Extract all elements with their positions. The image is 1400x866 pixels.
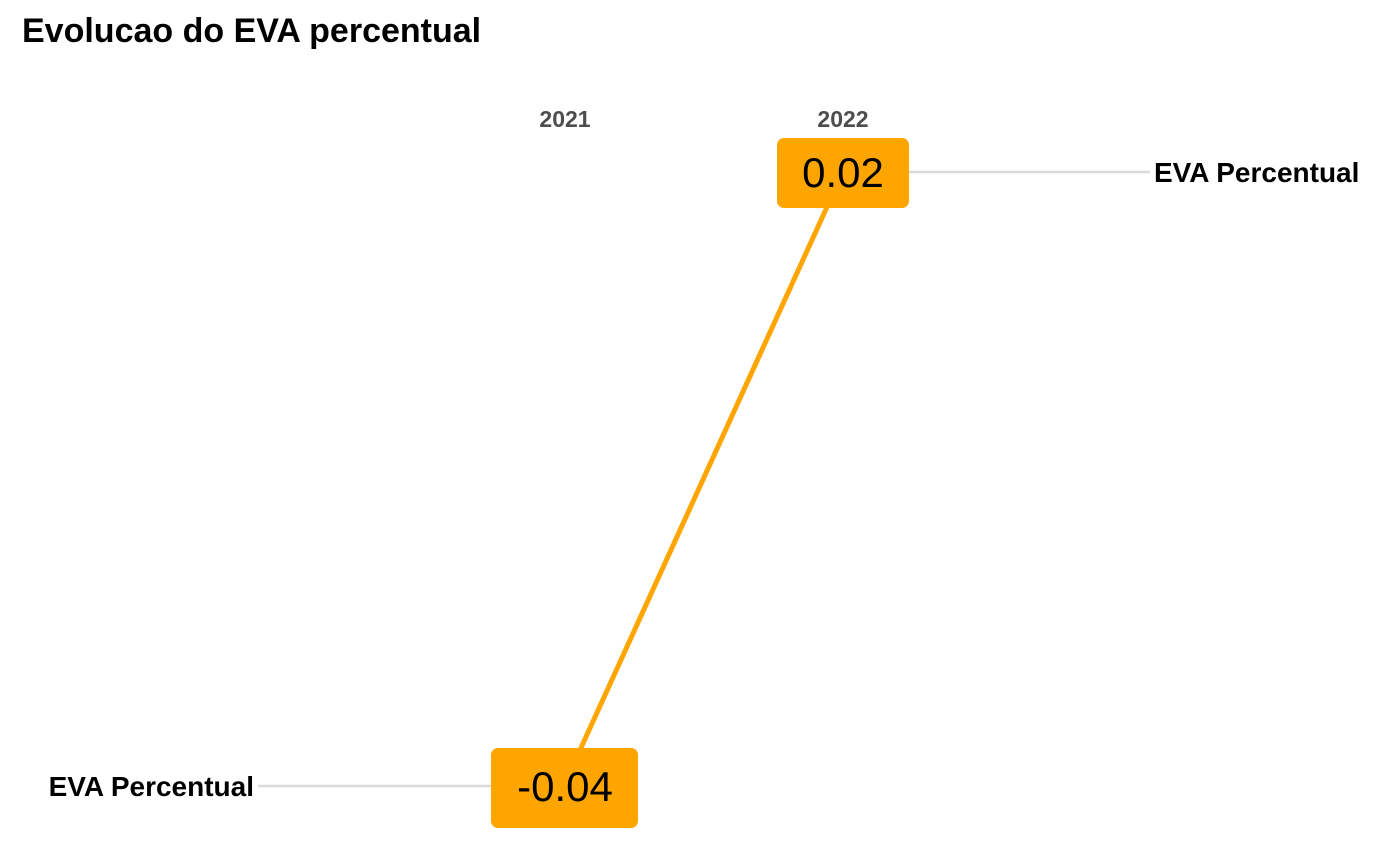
chart-title: Evolucao do EVA percentual bbox=[22, 12, 481, 50]
series-line bbox=[577, 205, 830, 752]
left-series-label: EVA Percentual bbox=[49, 771, 254, 802]
x-tick-label: 2021 bbox=[539, 106, 590, 132]
value-label-box bbox=[777, 138, 909, 208]
right-series-label: EVA Percentual bbox=[1154, 157, 1359, 188]
x-tick-label: 2022 bbox=[817, 106, 868, 132]
value-label: -0.04 bbox=[517, 763, 613, 810]
guide-lines bbox=[258, 170, 1150, 788]
series-labels: EVA Percentual EVA Percentual bbox=[49, 157, 1360, 802]
x-axis: 2021 2022 bbox=[539, 106, 868, 132]
value-labels: -0.04 0.02 bbox=[491, 138, 909, 828]
value-label: 0.02 bbox=[802, 149, 884, 196]
series-lines bbox=[577, 205, 830, 752]
value-label-box bbox=[491, 748, 638, 828]
